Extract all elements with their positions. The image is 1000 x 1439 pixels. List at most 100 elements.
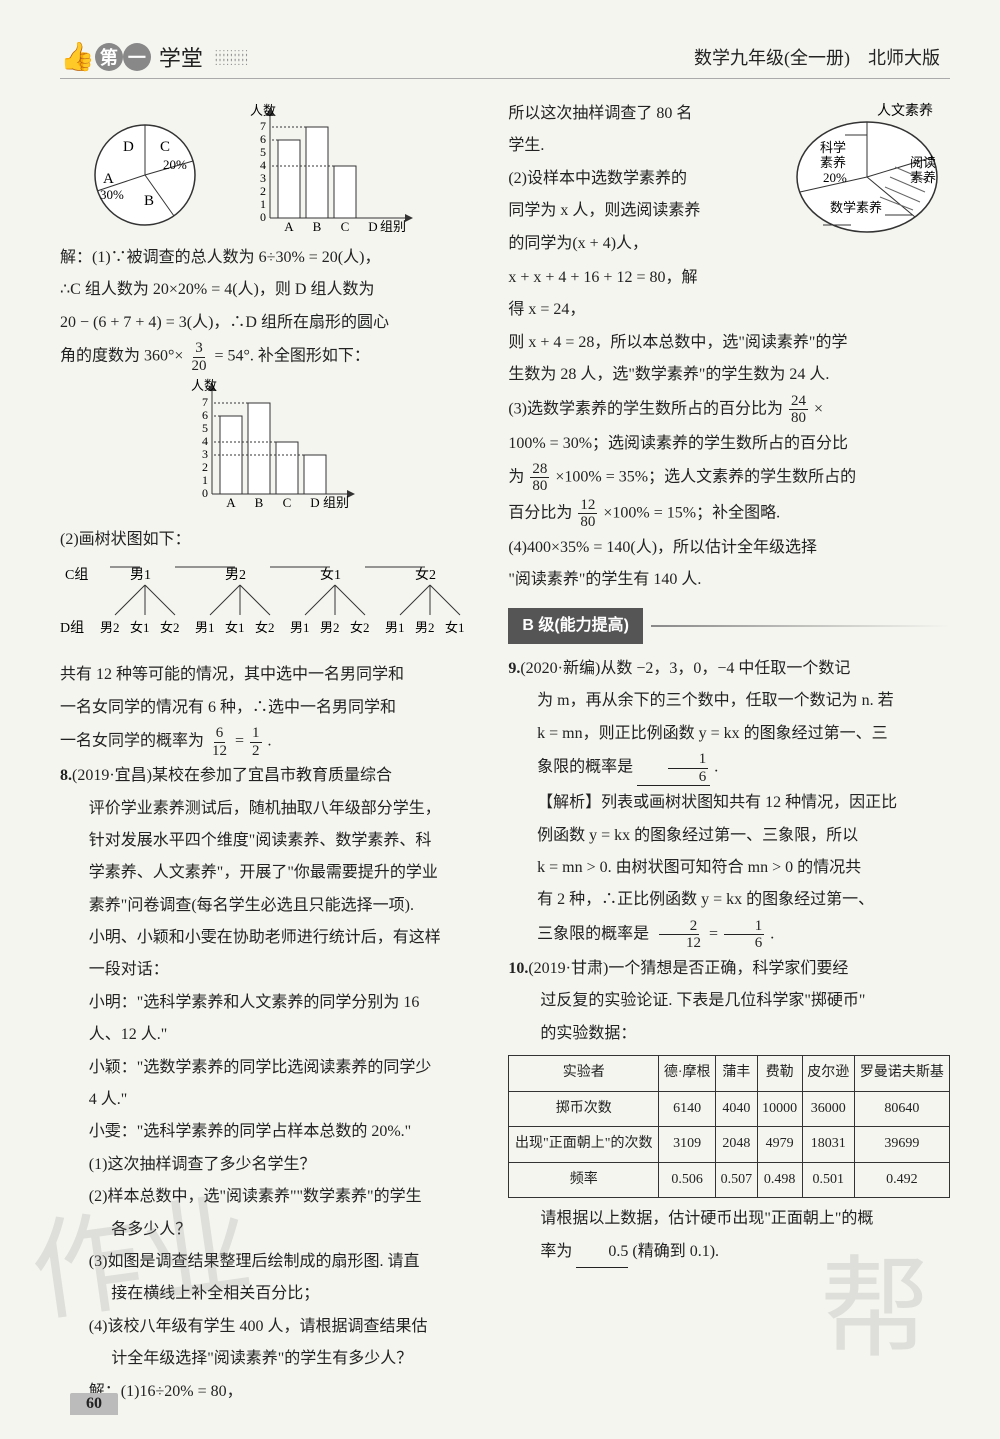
p10-l4: 请根据以上数据，估计硬币出现"正面朝上"的概 — [508, 1204, 950, 1234]
svg-text:人文素养: 人文素养 — [877, 103, 933, 119]
p9-l4: 象限的概率是 16 . — [508, 751, 950, 786]
experiment-table: 实验者 德·摩根 蒲丰 费勒 皮尔逊 罗曼诺夫斯基 掷币次数 6140 4040… — [508, 1055, 950, 1198]
p8-q2a: (2)样本总数中，选"阅读素养""数学素养"的学生 — [60, 1182, 484, 1212]
svg-text:B: B — [255, 495, 264, 510]
svg-text:女2: 女2 — [160, 620, 180, 635]
svg-text:20%: 20% — [823, 170, 847, 185]
table-row: 掷币次数 6140 4040 10000 36000 80640 — [509, 1091, 950, 1127]
brand-char-2: 一 — [123, 43, 151, 71]
svg-text:素养: 素养 — [910, 170, 936, 185]
svg-text:女1: 女1 — [225, 620, 245, 635]
svg-text:男1: 男1 — [385, 620, 405, 635]
pie1-pct-a: 30% — [100, 187, 124, 202]
section-b-banner: B 级(能力提高) — [508, 608, 950, 644]
r13: 百分比为 1280 ×100% = 15%；补全图略. — [508, 497, 950, 531]
thumb-icon: 👍 — [60, 40, 95, 74]
bar1-ylabel: 人数 — [250, 103, 276, 118]
r10: (3)选数学素养的学生数所占的百分比为 2480 × — [508, 393, 950, 427]
p8-l12: 小雯："选科学素养的同学占样本总数的 20%." — [60, 1117, 484, 1147]
svg-text:阅读: 阅读 — [910, 155, 936, 170]
p9-ex1: 【解析】列表或画树状图知共有 12 种情况，因正比 — [508, 788, 950, 818]
page-header: 👍 第 一 学堂 ::::::::::::::::::::::::::: 数学九… — [60, 40, 950, 79]
r3: (2)设样本中选数学素养的 — [508, 164, 777, 194]
sol1-l3: 20 − (6 + 7 + 4) = 3(人)，∴D 组所在扇形的圆心 — [60, 308, 484, 338]
p10-l1: 10.(2019·甘肃)一个猜想是否正确，科学家们要经 — [508, 954, 950, 984]
r12: 为 2880 ×100% = 35%；选人文素养的学生数所占的 — [508, 461, 950, 495]
svg-text:男2: 男2 — [320, 620, 340, 635]
tree-diagram: C组 男1 男2 女1 女2 — [60, 557, 480, 647]
svg-text:科学: 科学 — [820, 140, 846, 155]
svg-text:D组: D组 — [60, 620, 84, 636]
p9-ex3: k = mn > 0. 由树状图可知符合 mn > 0 的情况共 — [508, 853, 950, 883]
p8-q4a: (4)该校八年级有学生 400 人，请根据调查结果估 — [60, 1312, 484, 1342]
r7: 得 x = 24， — [508, 295, 950, 325]
banner-label: B 级(能力提高) — [508, 608, 643, 644]
sol1-l2: ∴C 组人数为 20×20% = 4(人)，则 D 组人数为 — [60, 275, 484, 305]
svg-text:女2: 女2 — [415, 566, 436, 583]
pie1-label-a: A — [103, 171, 114, 187]
svg-text:1: 1 — [260, 197, 266, 211]
sol1-l4: 角的度数为 360°× 320 = 54°. 补全图形如下： — [60, 340, 484, 374]
r11: 100% = 30%；选阅读素养的学生数所占的百分比 — [508, 429, 950, 459]
sol1-l1: 解：(1)∵被调查的总人数为 6÷30% = 20(人)， — [60, 243, 484, 273]
svg-text:女1: 女1 — [130, 620, 150, 635]
r5: 的同学为(x + 4)人， — [508, 229, 777, 259]
svg-text:3: 3 — [202, 447, 208, 461]
p8-q3a: (3)如图是调查结果整理后绘制成的扇形图. 请直 — [60, 1247, 484, 1277]
p9-l3: k = mn，则正比例函数 y = kx 的图象经过第一、三 — [508, 719, 950, 749]
r9: 生数为 28 人，选"数学素养"的学生数为 24 人. — [508, 360, 950, 390]
p9-ex4: 有 2 种，∴正比例函数 y = kx 的图象经过第一、 — [508, 885, 950, 915]
svg-text:数学素养: 数学素养 — [830, 200, 882, 215]
svg-text:C组: C组 — [65, 567, 88, 583]
r6: x + x + 4 + 16 + 12 = 80，解 — [508, 263, 950, 293]
r14: (4)400×35% = 140(人)，所以估计全年级选择 — [508, 533, 950, 563]
p9-ex5: 三象限的概率是 212 = 16 . — [508, 918, 950, 952]
svg-text:C: C — [341, 219, 350, 233]
p10-l3: 的实验数据： — [508, 1019, 950, 1049]
svg-text:4: 4 — [202, 434, 208, 448]
page-number: 60 — [70, 1393, 118, 1415]
pie-chart-2: 人文素养 科学 素养 20% 阅读 素养 数学素养 — [785, 97, 950, 242]
bar-chart-1: 人数 组别 012 345 67 A — [240, 103, 420, 233]
svg-text:0: 0 — [202, 486, 208, 500]
table-row: 频率 0.506 0.507 0.498 0.501 0.492 — [509, 1162, 950, 1198]
left-column: D C 20% A 30% B 人数 组别 0 1 2 — [60, 97, 484, 1409]
tree-intro: (2)画树状图如下： — [60, 525, 484, 555]
p9-l1: 9.(2020·新编)从数 −2，3，0，−4 中任取一个数记 — [508, 654, 950, 684]
svg-text:人数: 人数 — [191, 378, 217, 393]
p8-l2: 评价学业素养测试后，随机抽取八年级部分学生， — [60, 794, 484, 824]
th-experimenter: 实验者 — [509, 1055, 659, 1091]
p8-l8: 小明："选科学素养和人文素养的同学分别为 16 — [60, 988, 484, 1018]
svg-text:3: 3 — [260, 171, 266, 185]
p8-l9: 人、12 人." — [60, 1020, 484, 1050]
svg-text:组别: 组别 — [323, 495, 349, 510]
svg-text:D: D — [310, 495, 319, 510]
dots-icon: ::::::::::::::::::::::::::: — [215, 50, 249, 65]
p8-sol1: 解：(1)16÷20% = 80， — [60, 1377, 484, 1407]
svg-text:男1: 男1 — [290, 620, 310, 635]
svg-text:C: C — [283, 495, 292, 510]
svg-text:5: 5 — [260, 145, 266, 159]
bar1-xlabel: 组别 — [380, 219, 406, 233]
p8-l6: 小明、小颖和小雯在协助老师进行统计后，有这样 — [60, 923, 484, 953]
pie-chart-1: D C 20% A 30% B — [80, 113, 220, 233]
p8-l1: 8.(2019·宜昌)某校在参加了宜昌市教育质量综合 — [60, 761, 484, 791]
pie1-label-b: B — [144, 193, 154, 209]
right-column: 所以这次抽样调查了 80 名 学生. (2)设样本中选数学素养的 同学为 x 人… — [508, 97, 950, 1409]
tree-t1: 共有 12 种等可能的情况，其中选中一名男同学和 — [60, 660, 484, 690]
p9-l2: 为 m，再从余下的三个数中，任取一个数记为 n. 若 — [508, 686, 950, 716]
svg-text:A: A — [284, 219, 294, 233]
svg-text:男2: 男2 — [225, 568, 246, 583]
svg-text:男2: 男2 — [415, 620, 435, 635]
pie1-label-c: C — [160, 139, 170, 155]
p9-ex2: 例函数 y = kx 的图象经过第一、三象限，所以 — [508, 821, 950, 851]
p8-l3: 针对发展水平四个维度"阅读素养、数学素养、科 — [60, 826, 484, 856]
p8-l5: 素养"问卷调查(每名学生必选且只能选择一项). — [60, 891, 484, 921]
r1: 所以这次抽样调查了 80 名 — [508, 99, 777, 129]
tree-t2: 一名女同学的情况有 6 种，∴选中一名男同学和 — [60, 693, 484, 723]
p10-l5: 率为 0.5 (精确到 0.1). — [508, 1237, 950, 1268]
p8-q2b: 各多少人？ — [60, 1215, 484, 1245]
p8-l7: 一段对话： — [60, 955, 484, 985]
svg-text:2: 2 — [202, 460, 208, 474]
brand-tail: 学堂 — [159, 41, 203, 73]
